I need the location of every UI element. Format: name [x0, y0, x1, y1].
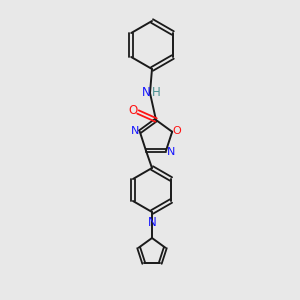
- Text: N: N: [167, 147, 175, 157]
- Text: N: N: [130, 126, 139, 136]
- Text: N: N: [148, 217, 156, 230]
- Text: O: O: [128, 104, 138, 118]
- Text: N: N: [142, 86, 150, 100]
- Text: H: H: [152, 86, 160, 100]
- Text: O: O: [173, 126, 182, 136]
